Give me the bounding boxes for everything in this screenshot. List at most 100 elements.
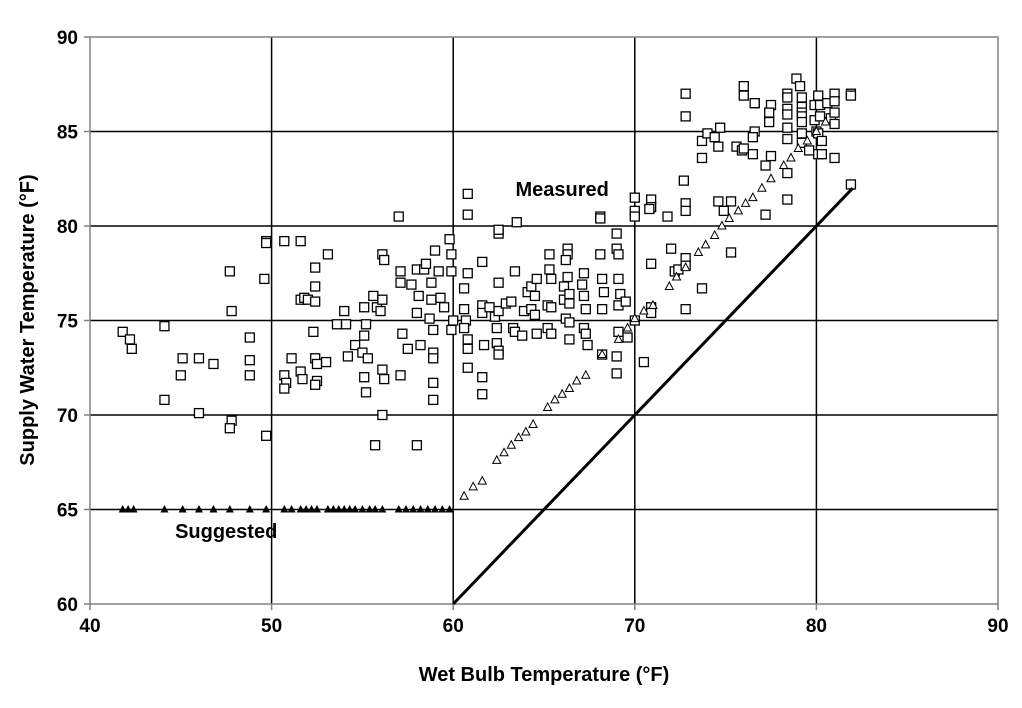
suggested-point [334, 505, 343, 513]
measured-point [368, 290, 379, 302]
y-axis-title: Supply Water Temperature (°F) [17, 174, 39, 465]
measured-point [829, 118, 840, 130]
measured-point [747, 132, 758, 143]
measured-point [738, 80, 749, 92]
measured-point [379, 254, 390, 266]
measured-point [544, 264, 555, 275]
suggested-point [287, 505, 296, 513]
measured-point [829, 107, 840, 118]
suggested-point [766, 173, 776, 183]
measured-point [680, 304, 691, 315]
measured-point [845, 90, 857, 101]
suggested-point [313, 505, 321, 513]
tick-labels: 40 50 60 70 80 90 60 65 70 75 80 85 90 [57, 28, 1009, 637]
measured-point [310, 379, 321, 390]
measured-point [411, 440, 423, 451]
measured-point [359, 372, 370, 383]
plot-area-border [89, 36, 999, 605]
suggested-point [680, 262, 691, 272]
measured-point [331, 319, 343, 330]
suggested-point [639, 305, 649, 315]
suggested-point [262, 505, 271, 513]
suggested-point [371, 505, 380, 513]
measured-point [428, 377, 439, 389]
measured-point [435, 292, 446, 303]
measured-point [531, 273, 542, 285]
measured-point [578, 268, 590, 279]
measured-point [546, 328, 557, 339]
suggested-point [160, 505, 169, 513]
measured-point [377, 364, 388, 375]
measured-point [782, 133, 793, 145]
measured-point [576, 279, 588, 290]
suggested-point [394, 505, 403, 513]
suggested-point [550, 394, 560, 404]
suggested-point [423, 505, 432, 513]
suggested-point [225, 505, 234, 513]
measured-point [244, 355, 255, 366]
measured-point [613, 273, 624, 285]
measured-point [362, 353, 373, 364]
measured-point [279, 235, 290, 247]
x-tick-label: 40 [79, 616, 100, 637]
measured-point [595, 249, 606, 260]
suggested-point [416, 505, 425, 513]
suggested-point [477, 475, 488, 485]
measured-point [709, 132, 720, 143]
y-tick-label: 90 [57, 28, 78, 49]
measured-point [782, 92, 793, 103]
measured-point [845, 179, 857, 190]
measured-point [814, 111, 826, 122]
measured-point [261, 430, 272, 441]
measured-point [696, 135, 708, 147]
measured-point [738, 90, 749, 101]
measured-point [340, 319, 352, 330]
measured-point [360, 319, 372, 330]
measured-point [598, 286, 610, 298]
measured-point [782, 109, 793, 120]
measured-point [477, 256, 488, 268]
suggested-point [296, 505, 305, 513]
measured-point [638, 356, 650, 368]
measured-point [564, 288, 575, 300]
suggested-point [820, 116, 831, 126]
suggested-point [557, 388, 567, 398]
measured-point [531, 328, 542, 339]
measured-point [713, 196, 724, 207]
measured-point [580, 304, 591, 315]
suggested-point [445, 505, 454, 513]
measured-point [546, 302, 557, 313]
measured-point [816, 149, 827, 160]
measured-point [177, 353, 188, 364]
measured-point [444, 234, 455, 245]
measured-point [629, 192, 640, 203]
suggested-point [245, 505, 254, 513]
measured-point [738, 143, 749, 154]
suggested-point [124, 505, 133, 513]
measured-point [718, 205, 729, 217]
measured-point [428, 324, 439, 336]
suggested-point [401, 505, 410, 513]
measured-point [413, 290, 424, 302]
suggested-point [786, 152, 796, 162]
measured-point [462, 268, 473, 279]
suggested-point [459, 490, 469, 500]
measured-point [782, 122, 793, 133]
measured-point [395, 370, 406, 381]
measured-point [244, 370, 255, 381]
measured-point [493, 305, 504, 317]
measured-point [713, 141, 724, 152]
suggested-point [491, 454, 502, 464]
measured-point [803, 145, 815, 156]
suggested-point [542, 401, 553, 411]
annotation-label: Measured [515, 179, 608, 201]
measured-point [259, 273, 270, 285]
measured-point [311, 358, 323, 370]
measured-point [511, 217, 522, 228]
measured-point [829, 96, 840, 107]
measured-point [665, 243, 677, 254]
measured-point [458, 283, 470, 294]
measured-point [446, 266, 457, 277]
measured-point [493, 349, 504, 360]
measured-point [564, 298, 575, 309]
